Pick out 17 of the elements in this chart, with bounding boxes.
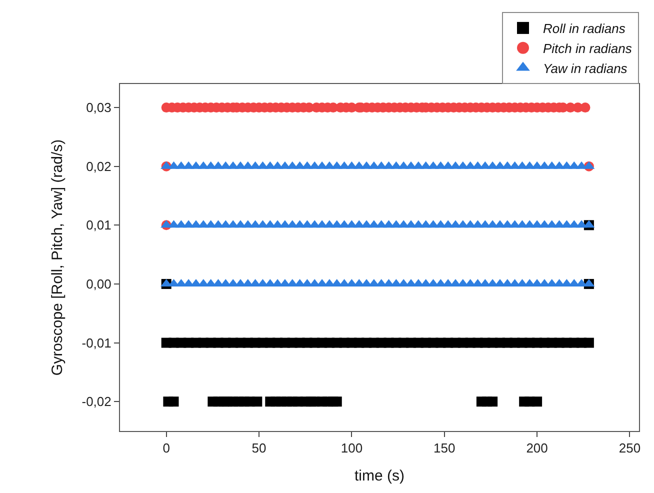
y-tick-label: 0,01 (86, 218, 112, 233)
y-tick-label: -0,01 (82, 335, 112, 350)
y-tick-label: -0,02 (82, 394, 112, 410)
x-axis-title: time (s) (354, 468, 404, 485)
y-tick-label: 0,03 (86, 100, 112, 116)
x-tick-label: 50 (252, 440, 266, 456)
y-axis-title: Gyroscope [Roll, Pitch, Yaw] (rad/s) (49, 139, 66, 376)
legend-label: Yaw in radians (543, 60, 628, 76)
legend-label: Roll in radians (543, 21, 626, 36)
y-tick-label: 0,00 (86, 276, 112, 292)
x-tick-label: 0 (162, 440, 170, 456)
y-tick-label: 0,02 (86, 158, 112, 174)
x-tick-label: 200 (526, 440, 548, 456)
x-tick-label: 250 (618, 440, 641, 456)
x-tick-label: 150 (434, 440, 456, 456)
legend-label: Pitch in radians (543, 40, 632, 56)
x-tick-label: 100 (340, 440, 363, 456)
